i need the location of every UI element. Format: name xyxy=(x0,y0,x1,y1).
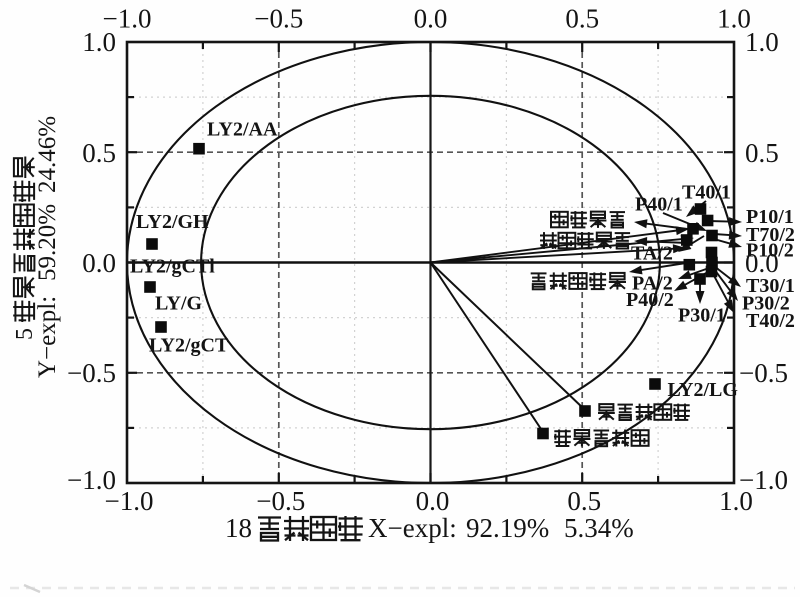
svg-text:1.0: 1.0 xyxy=(82,27,116,57)
svg-text:5: 5 xyxy=(12,328,38,340)
svg-text:P40/1: P40/1 xyxy=(635,194,683,216)
svg-text:59.20%: 59.20% xyxy=(34,204,61,281)
svg-text:LY2/LG: LY2/LG xyxy=(668,379,739,401)
svg-text:−1.0: −1.0 xyxy=(103,4,152,34)
svg-text:0.0: 0.0 xyxy=(82,248,116,278)
svg-text:T30/1: T30/1 xyxy=(746,275,795,297)
svg-text:LY2/AA: LY2/AA xyxy=(207,119,278,141)
svg-text:P30/2: P30/2 xyxy=(742,293,790,315)
svg-text:TA/2: TA/2 xyxy=(631,243,673,265)
svg-text:T70/2: T70/2 xyxy=(746,224,795,246)
svg-text:5.34%: 5.34% xyxy=(564,513,634,543)
svg-text:−1.0: −1.0 xyxy=(739,465,788,495)
svg-text:−0.5: −0.5 xyxy=(739,358,788,388)
svg-text:T40/1: T40/1 xyxy=(682,182,731,204)
svg-text:T40/2: T40/2 xyxy=(746,310,795,332)
svg-text:X−expl:: X−expl: xyxy=(368,513,457,543)
svg-text:0.5: 0.5 xyxy=(565,4,599,34)
svg-text:−0.5: −0.5 xyxy=(254,4,303,34)
svg-text:P40/2: P40/2 xyxy=(626,289,674,311)
svg-text:LY2/GH: LY2/GH xyxy=(136,211,209,233)
svg-text:P10/1: P10/1 xyxy=(746,206,794,228)
svg-text:0.0: 0.0 xyxy=(745,248,779,278)
svg-text:−0.5: −0.5 xyxy=(67,358,116,388)
svg-text:−1.0: −1.0 xyxy=(67,465,116,495)
svg-text:P10/2: P10/2 xyxy=(746,240,794,262)
svg-text:LY2/gCTl: LY2/gCTl xyxy=(130,256,215,278)
svg-text:24.46%: 24.46% xyxy=(34,116,61,193)
svg-text:Y−expl:: Y−expl: xyxy=(34,296,61,378)
svg-text:0.5: 0.5 xyxy=(82,138,116,168)
svg-text:PA/2: PA/2 xyxy=(632,273,673,295)
svg-text:0.5: 0.5 xyxy=(567,486,601,516)
svg-text:−0.5: −0.5 xyxy=(256,486,305,516)
svg-text:18: 18 xyxy=(225,513,252,543)
svg-text:1.0: 1.0 xyxy=(745,27,779,57)
svg-text:−1.0: −1.0 xyxy=(105,486,154,516)
svg-text:0.0: 0.0 xyxy=(414,4,448,34)
svg-text:LY/G: LY/G xyxy=(155,293,203,315)
svg-text:0.0: 0.0 xyxy=(416,486,450,516)
svg-text:LY2/gCT: LY2/gCT xyxy=(149,335,229,357)
svg-text:P30/1: P30/1 xyxy=(678,305,726,327)
svg-text:92.19%: 92.19% xyxy=(466,513,549,543)
svg-text:1.0: 1.0 xyxy=(717,4,751,34)
svg-text:1.0: 1.0 xyxy=(719,486,753,516)
svg-text:0.5: 0.5 xyxy=(745,138,779,168)
